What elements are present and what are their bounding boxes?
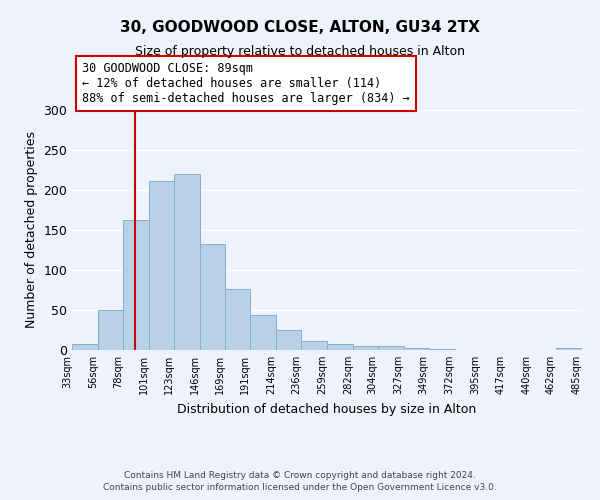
Bar <box>149 181 173 350</box>
Bar <box>250 315 276 350</box>
Bar <box>123 220 149 350</box>
Text: 30, GOODWOOD CLOSE, ALTON, GU34 2TX: 30, GOODWOOD CLOSE, ALTON, GU34 2TX <box>120 20 480 35</box>
Bar <box>428 349 455 350</box>
Bar <box>276 330 301 350</box>
Bar <box>404 348 428 350</box>
Text: Contains HM Land Registry data © Crown copyright and database right 2024.: Contains HM Land Registry data © Crown c… <box>124 471 476 480</box>
Y-axis label: Number of detached properties: Number of detached properties <box>25 132 38 328</box>
Text: Size of property relative to detached houses in Alton: Size of property relative to detached ho… <box>135 45 465 58</box>
Bar <box>327 344 353 350</box>
Bar <box>301 341 327 350</box>
Bar <box>98 310 123 350</box>
Bar <box>200 244 226 350</box>
Text: Contains public sector information licensed under the Open Government Licence v3: Contains public sector information licen… <box>103 484 497 492</box>
Bar <box>226 289 250 350</box>
Bar <box>556 348 582 350</box>
Bar <box>378 346 404 350</box>
X-axis label: Distribution of detached houses by size in Alton: Distribution of detached houses by size … <box>178 402 476 415</box>
Bar <box>173 174 199 350</box>
Text: 30 GOODWOOD CLOSE: 89sqm
← 12% of detached houses are smaller (114)
88% of semi-: 30 GOODWOOD CLOSE: 89sqm ← 12% of detach… <box>82 62 410 105</box>
Bar <box>72 344 98 350</box>
Bar <box>353 346 378 350</box>
